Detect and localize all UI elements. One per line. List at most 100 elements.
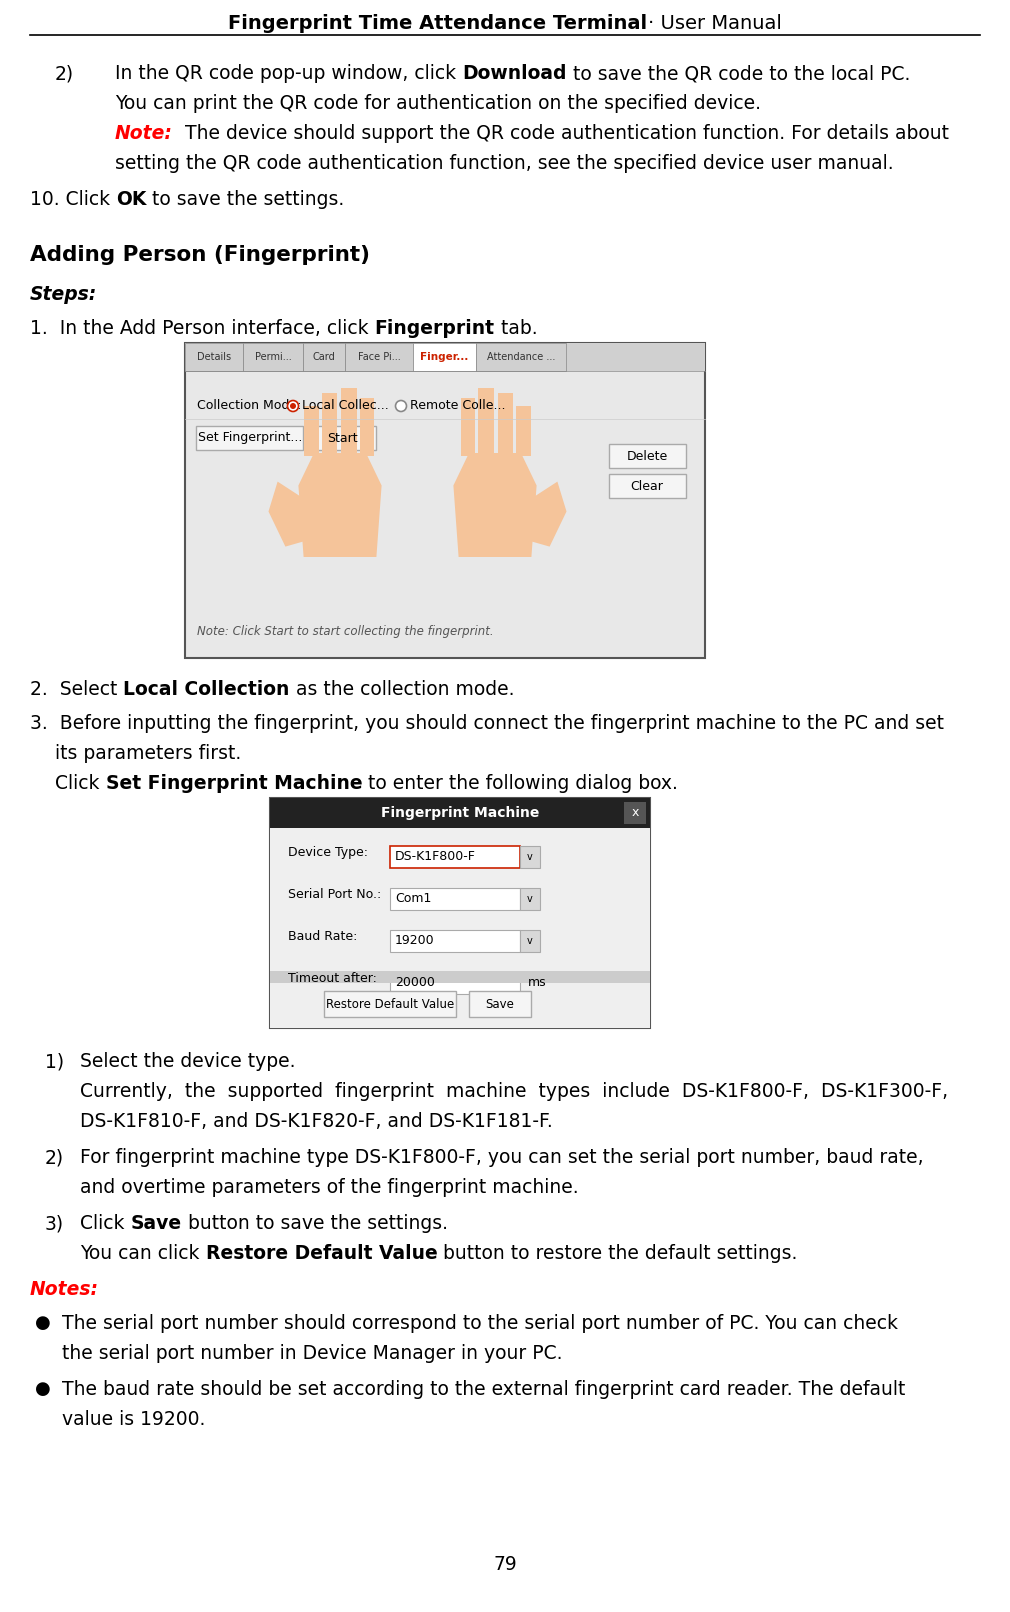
Text: The device should support the QR code authentication function. For details about: The device should support the QR code au… [173, 124, 948, 143]
Bar [390, 972, 520, 995]
Text: You can click: You can click [80, 1244, 205, 1262]
Polygon shape [531, 482, 567, 546]
Text: Fingerprint Time Attendance Terminal: Fingerprint Time Attendance Terminal [228, 15, 647, 32]
Text: Save: Save [486, 998, 514, 1011]
Text: button to restore the default settings.: button to restore the default settings. [437, 1244, 798, 1262]
Polygon shape [322, 393, 337, 456]
Text: Save: Save [130, 1214, 182, 1233]
Text: 19200: 19200 [395, 935, 434, 948]
Text: 2): 2) [55, 64, 74, 82]
Circle shape [290, 403, 296, 409]
Bar [243, 343, 303, 371]
Circle shape [288, 400, 299, 411]
Bar [270, 970, 650, 983]
Text: Fingerprint Machine: Fingerprint Machine [381, 806, 539, 821]
Text: Remote Colle...: Remote Colle... [410, 400, 505, 413]
Text: Local Collection: Local Collection [123, 680, 290, 700]
Text: Click: Click [55, 774, 105, 793]
FancyBboxPatch shape [609, 443, 686, 467]
Text: 1.  In the Add Person interface, click: 1. In the Add Person interface, click [30, 319, 375, 339]
Text: Clear: Clear [630, 479, 664, 493]
Text: You can print the QR code for authentication on the specified device.: You can print the QR code for authentica… [115, 93, 761, 113]
Text: Collection Mode:: Collection Mode: [197, 400, 301, 413]
Polygon shape [341, 388, 357, 456]
Bar [624, 803, 646, 824]
Text: Notes:: Notes: [30, 1280, 99, 1299]
Text: Restore Default Value: Restore Default Value [205, 1244, 437, 1262]
Text: its parameters first.: its parameters first. [55, 745, 241, 762]
Polygon shape [516, 406, 530, 456]
Text: setting the QR code authentication function, see the specified device user manua: setting the QR code authentication funct… [115, 155, 894, 172]
Text: Com1: Com1 [395, 893, 431, 906]
Polygon shape [498, 393, 513, 456]
Text: Timeout after:: Timeout after: [288, 972, 377, 985]
FancyBboxPatch shape [609, 474, 686, 498]
Text: to save the settings.: to save the settings. [146, 190, 344, 210]
FancyBboxPatch shape [309, 426, 376, 450]
Text: 3): 3) [45, 1214, 64, 1233]
Text: DS-K1F800-F: DS-K1F800-F [395, 851, 476, 864]
Text: Baud Rate:: Baud Rate: [288, 930, 358, 943]
Polygon shape [478, 388, 494, 456]
Polygon shape [298, 453, 382, 558]
Text: Click: Click [80, 1214, 130, 1233]
Bar [413, 343, 476, 371]
Polygon shape [361, 398, 375, 456]
Text: 2.  Select: 2. Select [30, 680, 123, 700]
Bar [185, 343, 705, 658]
Text: ms: ms [528, 977, 546, 990]
Text: Note:: Note: [115, 124, 173, 143]
Bar [185, 343, 243, 371]
Text: value is 19200.: value is 19200. [62, 1410, 205, 1428]
Text: Face Pi...: Face Pi... [358, 351, 400, 363]
Polygon shape [453, 453, 536, 558]
Bar [270, 829, 650, 1028]
Bar [270, 798, 650, 829]
Bar [270, 798, 650, 1028]
Text: Set Fingerprint Machine: Set Fingerprint Machine [105, 774, 363, 793]
Text: to save the QR code to the local PC.: to save the QR code to the local PC. [567, 64, 910, 82]
FancyBboxPatch shape [324, 991, 456, 1017]
Text: Download: Download [463, 64, 567, 82]
Text: OK: OK [116, 190, 146, 210]
Bar [185, 343, 705, 371]
Text: Start: Start [326, 432, 358, 445]
Text: Serial Port No.:: Serial Port No.: [288, 888, 381, 901]
Text: DS-K1F810-F, and DS-K1F820-F, and DS-K1F181-F.: DS-K1F810-F, and DS-K1F820-F, and DS-K1F… [80, 1112, 552, 1132]
Text: ●: ● [35, 1314, 50, 1332]
Text: Device Type:: Device Type: [288, 846, 368, 859]
FancyBboxPatch shape [196, 426, 303, 450]
Polygon shape [461, 398, 475, 456]
Text: v: v [527, 853, 533, 862]
Text: Select the device type.: Select the device type. [80, 1053, 296, 1070]
Circle shape [396, 400, 406, 411]
Text: Permi...: Permi... [255, 351, 291, 363]
Text: Restore Default Value: Restore Default Value [326, 998, 454, 1011]
Text: Details: Details [197, 351, 231, 363]
Polygon shape [304, 406, 318, 456]
Text: v: v [527, 895, 533, 904]
Text: Currently,  the  supported  fingerprint  machine  types  include  DS-K1F800-F,  : Currently, the supported fingerprint mac… [80, 1082, 948, 1101]
Text: Note: Click Start to start collecting the fingerprint.: Note: Click Start to start collecting th… [197, 625, 494, 638]
Bar [345, 343, 413, 371]
Text: Set Fingerprint...: Set Fingerprint... [198, 432, 302, 445]
Text: ●: ● [35, 1380, 50, 1398]
Text: 79: 79 [493, 1556, 517, 1573]
Bar [390, 888, 520, 911]
Bar [303, 343, 345, 371]
Text: Finger...: Finger... [420, 351, 469, 363]
Text: as the collection mode.: as the collection mode. [290, 680, 514, 700]
Text: The serial port number should correspond to the serial port number of PC. You ca: The serial port number should correspond… [62, 1314, 898, 1333]
Text: The baud rate should be set according to the external fingerprint card reader. T: The baud rate should be set according to… [62, 1380, 905, 1399]
Text: Attendance ...: Attendance ... [487, 351, 556, 363]
Text: · User Manual: · User Manual [647, 15, 782, 32]
FancyBboxPatch shape [469, 991, 531, 1017]
Text: v: v [527, 937, 533, 946]
Text: 3.  Before inputting the fingerprint, you should connect the fingerprint machine: 3. Before inputting the fingerprint, you… [30, 714, 944, 733]
Bar [476, 343, 566, 371]
Text: Steps:: Steps: [30, 285, 97, 305]
Text: the serial port number in Device Manager in your PC.: the serial port number in Device Manager… [62, 1344, 563, 1364]
Bar [520, 888, 540, 911]
Text: For fingerprint machine type DS-K1F800-F, you can set the serial port number, ba: For fingerprint machine type DS-K1F800-F… [80, 1148, 923, 1167]
Text: 10. Click: 10. Click [30, 190, 116, 210]
